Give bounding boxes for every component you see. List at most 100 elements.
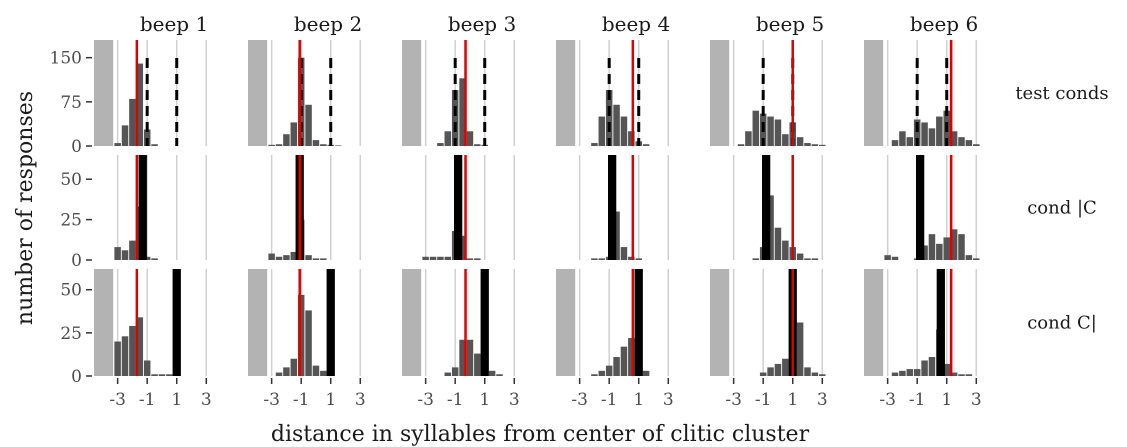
x-axis-label: distance in syllables from center of cli… (271, 422, 810, 447)
histogram-bar (958, 234, 965, 260)
histogram-bar (804, 258, 811, 260)
x-tick-label: 3 (201, 390, 212, 410)
histogram-bar (283, 134, 290, 146)
histogram-bar (591, 258, 598, 260)
histogram-bar (275, 372, 283, 376)
histogram-bar (312, 258, 320, 260)
histogram-bar (114, 143, 121, 146)
y-tick-label: 150 (50, 49, 82, 69)
x-tick-label: 1 (325, 390, 336, 410)
histogram-bar (283, 255, 290, 260)
x-tick-label: -3 (417, 390, 434, 410)
histogram-bar (796, 253, 804, 260)
histogram-bar (950, 372, 958, 376)
histogram-bar (891, 372, 899, 376)
histogram-bar (488, 370, 496, 376)
histogram-bar (752, 258, 760, 260)
y-tick-label: 25 (60, 211, 82, 231)
histogram-bar (114, 247, 121, 260)
excluded-region (402, 269, 422, 376)
histogram-bar (151, 374, 158, 376)
histogram-bar (136, 63, 144, 146)
histogram-bar (429, 256, 437, 260)
x-tick-label: 1 (941, 390, 952, 410)
histogram-bar (275, 144, 283, 146)
histogram-bar (444, 131, 452, 146)
histogram-bar (451, 367, 459, 376)
black-marker-bar (916, 155, 925, 260)
histogram-bar (143, 360, 151, 376)
y-tick-label: 25 (60, 324, 82, 344)
x-tick-label: 3 (971, 390, 982, 410)
x-tick-label: -1 (447, 390, 464, 410)
histogram-bar (943, 363, 950, 376)
histogram-bar (121, 250, 129, 260)
y-tick-label: 0 (71, 251, 82, 271)
histogram-bar (774, 227, 782, 260)
x-tick-label: 3 (817, 390, 828, 410)
excluded-region (402, 40, 422, 146)
histogram-bar (320, 370, 327, 376)
column-label: beep 1 (140, 12, 208, 36)
histogram-bar (320, 258, 327, 260)
histogram-bar (496, 374, 503, 376)
x-tick-label: -1 (909, 390, 926, 410)
histogram-bar (129, 240, 136, 260)
histogram-bar (899, 131, 906, 146)
histogram-bar (268, 144, 275, 146)
histogram-bar (437, 143, 444, 146)
x-tick-label: 1 (171, 390, 182, 410)
x-tick-label: -3 (109, 390, 126, 410)
column-label: beep 4 (602, 12, 670, 36)
histogram-bar (782, 240, 789, 260)
histogram-bar (158, 374, 166, 376)
histogram-bar (613, 357, 620, 376)
x-tick-label: 1 (479, 390, 490, 410)
histogram-bar (906, 137, 914, 146)
excluded-region (248, 40, 268, 146)
histogram-bar (121, 125, 129, 146)
column-label: beep 5 (756, 12, 824, 36)
excluded-region (864, 269, 884, 376)
histogram-bar (921, 122, 928, 146)
black-marker-bar (480, 269, 489, 376)
histogram-bar (613, 211, 620, 260)
histogram-bar (166, 374, 173, 376)
histogram-bar (459, 235, 466, 260)
x-tick-label: -3 (725, 390, 742, 410)
histogram-bar (774, 119, 782, 146)
row-label: test conds (1015, 83, 1108, 104)
histogram-bar (811, 258, 819, 260)
black-marker-bar (138, 155, 147, 260)
x-tick-label: 3 (663, 390, 674, 410)
x-tick-label: 3 (355, 390, 366, 410)
black-marker-bar (936, 269, 945, 376)
histogram-bar (811, 372, 819, 376)
y-tick-label: 75 (60, 93, 82, 113)
histogram-bar (965, 255, 973, 260)
histogram-bar (884, 255, 891, 260)
histogram-bar (767, 116, 774, 146)
y-tick-label: 0 (71, 137, 82, 157)
histogram-bar (305, 255, 312, 260)
histogram-bar (635, 258, 642, 260)
histogram-bar (782, 134, 789, 146)
histogram-bar (283, 367, 290, 376)
column-label: beep 6 (910, 12, 978, 36)
black-marker-bar (762, 155, 771, 260)
histogram-bar (965, 140, 973, 146)
histogram-bar (620, 116, 628, 146)
histogram-bar (642, 370, 650, 376)
histogram-bar (737, 144, 745, 146)
column-label: beep 2 (294, 12, 362, 36)
histogram-bar (334, 145, 342, 146)
histogram-bar (642, 144, 650, 146)
histogram-bar (151, 258, 158, 260)
x-tick-label: 1 (787, 390, 798, 410)
histogram-bar (973, 144, 980, 146)
black-marker-bar (326, 269, 335, 376)
histogram-bar (913, 369, 921, 376)
y-tick-label: 0 (71, 367, 82, 387)
black-marker-bar (172, 269, 181, 376)
